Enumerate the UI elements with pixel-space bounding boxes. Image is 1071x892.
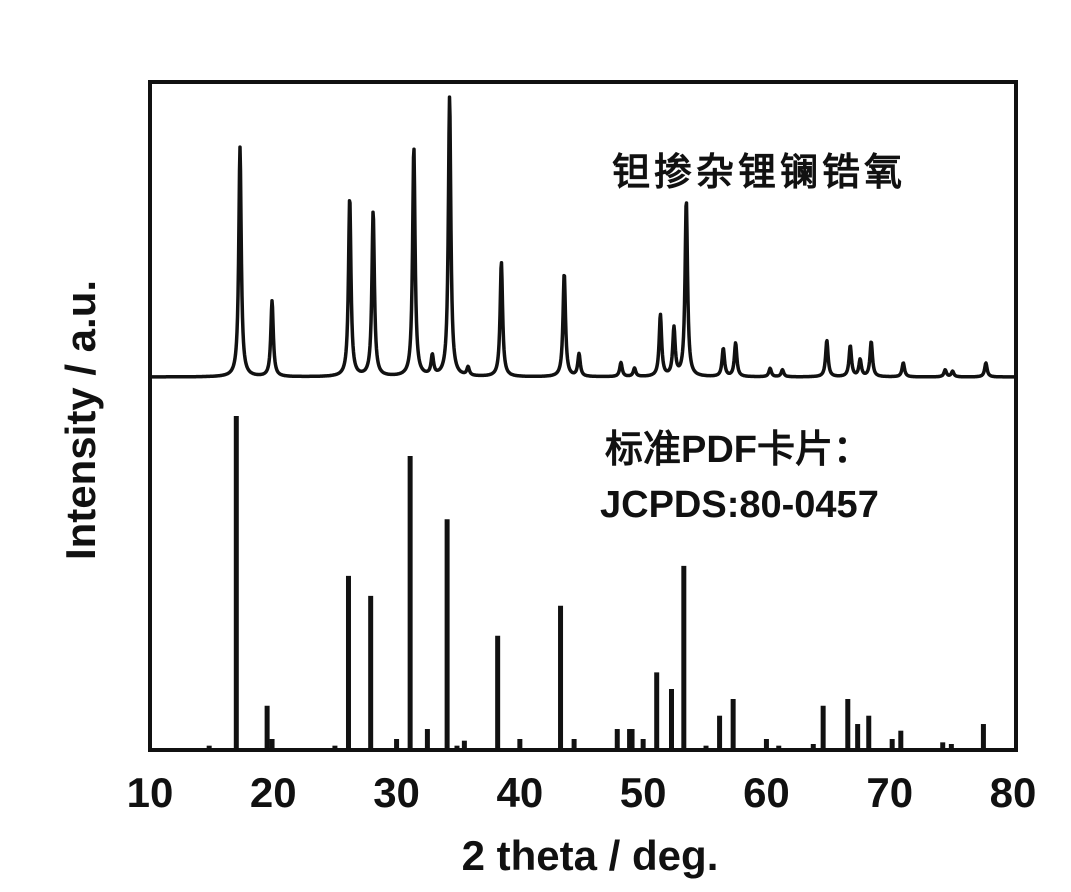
x-axis-label: 2 theta / deg. — [462, 832, 719, 879]
sample-pattern-line — [150, 95, 1016, 379]
plot-frame — [148, 80, 1018, 752]
x-tick-label: 30 — [373, 769, 420, 816]
x-tick-label: 70 — [866, 769, 913, 816]
x-tick-label: 20 — [250, 769, 297, 816]
x-tick-label: 40 — [496, 769, 543, 816]
reference-sticks — [206, 416, 986, 749]
x-tick-label: 80 — [990, 769, 1037, 816]
reference-card-label: JCPDS:80-0457 — [600, 484, 879, 526]
x-tick-labels: 10 20 30 40 50 60 70 80 — [127, 769, 1037, 816]
x-tick-label: 10 — [127, 769, 174, 816]
x-tick-label: 60 — [743, 769, 790, 816]
sample-series-label: 钽掺杂锂镧锆氧 — [612, 152, 906, 194]
reference-series-label: 标准PDF卡片： — [605, 429, 871, 471]
y-axis-label: Intensity / a.u. — [57, 280, 104, 560]
x-tick-label: 50 — [620, 769, 667, 816]
